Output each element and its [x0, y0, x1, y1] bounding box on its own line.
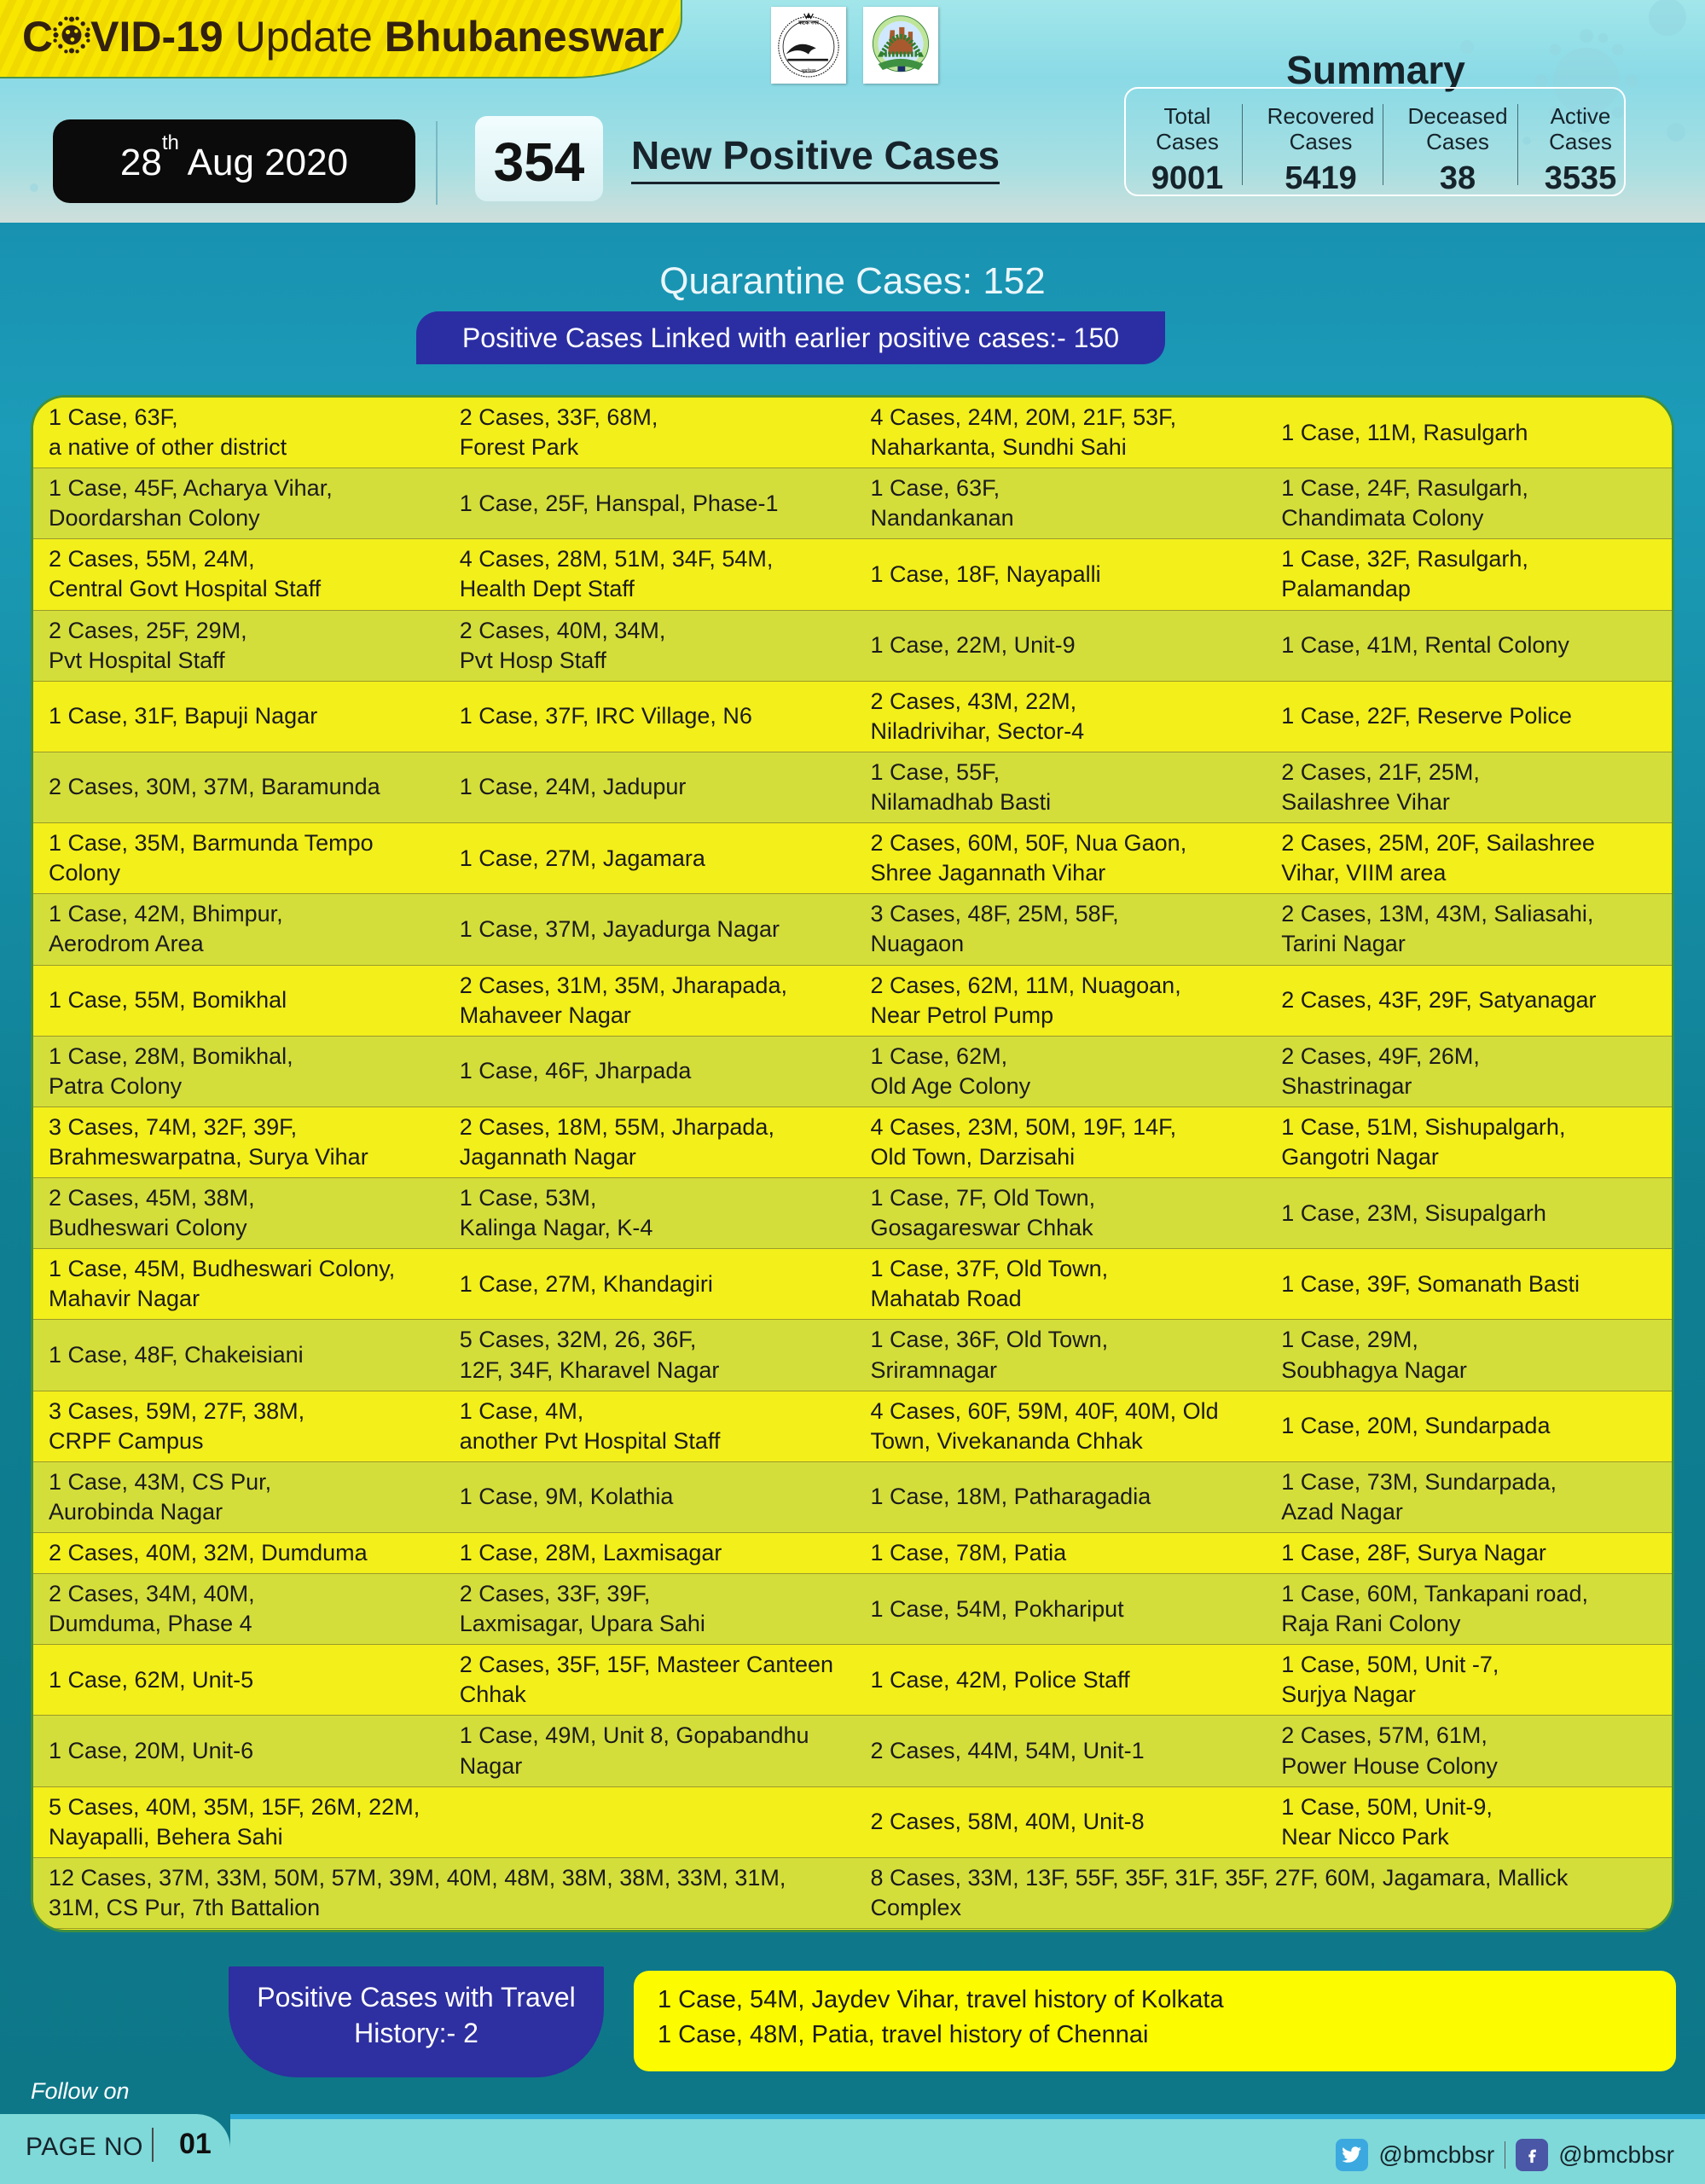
svg-text:भुबनेश्वर: भुबनेश्वर	[802, 68, 817, 74]
svg-text:कटक नगर: कटक नगर	[797, 20, 819, 26]
